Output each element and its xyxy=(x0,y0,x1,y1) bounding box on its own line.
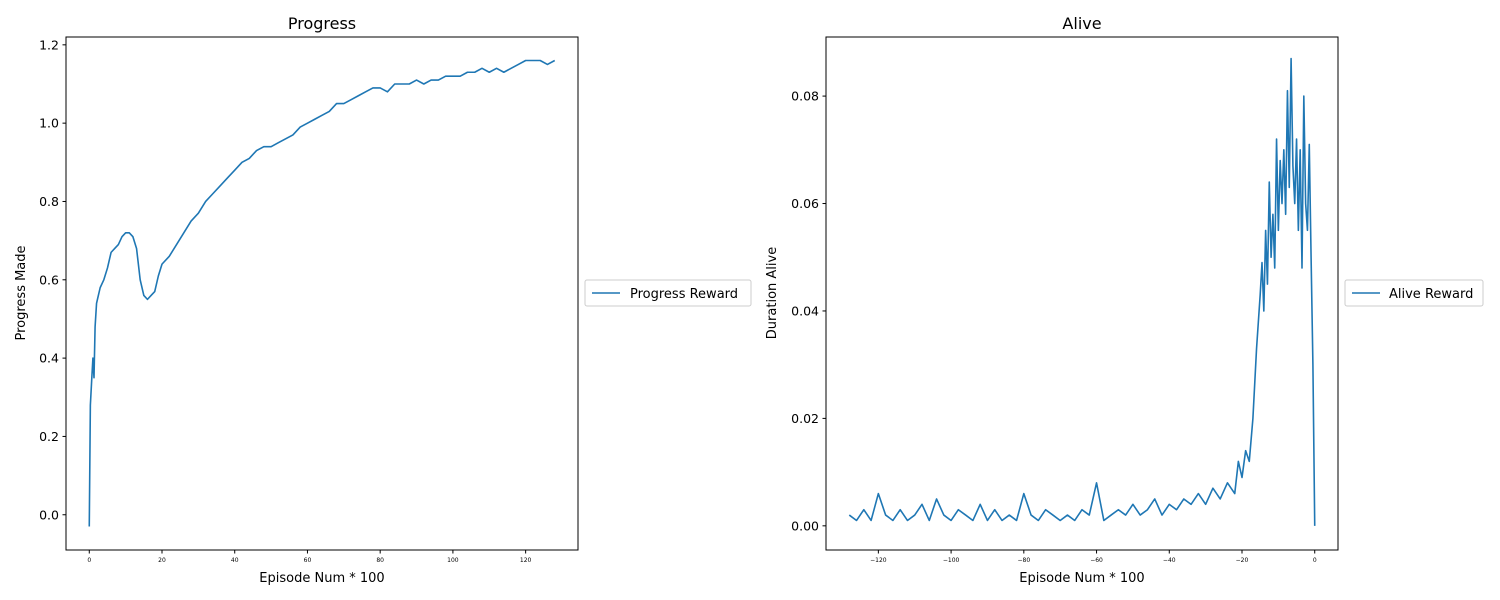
chart-title: Alive xyxy=(1062,14,1101,33)
y-tick-label: 0.06 xyxy=(791,196,819,211)
chart-progress: Progress 0 20 40 60 80 100 120 0.0 0.2 0.4 0.6 0.8… xyxy=(14,14,752,586)
legend-label: Progress Reward xyxy=(630,287,738,302)
series-line xyxy=(848,57,1316,526)
y-axis-label: Duration Alive xyxy=(765,247,780,339)
x-tick-label: 0 xyxy=(87,557,91,564)
y-tick-label: 0.02 xyxy=(791,411,819,426)
chart-alive: Alive −120 −100 −80 −60 −40 −20 0 0.00 0.02 0.04… xyxy=(765,14,1484,586)
y-tick-label: 0.04 xyxy=(791,303,819,318)
x-ticks: 0 20 40 60 80 100 120 xyxy=(87,550,532,564)
x-tick-label: −20 xyxy=(1236,557,1249,564)
plot-area xyxy=(848,57,1316,526)
x-axis-label: Episode Num * 100 xyxy=(259,571,384,586)
x-tick-label: 40 xyxy=(231,557,239,564)
x-tick-label: −80 xyxy=(1017,557,1030,564)
x-tick-label: −100 xyxy=(943,557,960,564)
y-ticks: 0.0 0.2 0.4 0.6 0.8 1.0 1.2 xyxy=(39,37,66,522)
x-tick-label: −120 xyxy=(870,557,887,564)
plot-area xyxy=(88,59,556,527)
legend-box xyxy=(584,279,752,307)
legend-label: Alive Reward xyxy=(1389,287,1473,302)
legend: Progress Reward xyxy=(584,279,752,307)
y-ticks: 0.00 0.02 0.04 0.06 0.08 xyxy=(791,89,826,533)
x-tick-label: 60 xyxy=(304,557,312,564)
y-axis-label: Progress Made xyxy=(14,245,29,340)
x-tick-label: 20 xyxy=(158,557,166,564)
y-tick-label: 1.0 xyxy=(39,116,59,131)
axes-frame xyxy=(65,36,579,551)
y-tick-label: 0.6 xyxy=(39,272,59,287)
x-tick-label: 0 xyxy=(1313,557,1317,564)
y-tick-label: 0.8 xyxy=(39,194,59,209)
x-tick-label: 120 xyxy=(520,557,532,564)
legend: Alive Reward xyxy=(1344,279,1484,307)
x-tick-label: 80 xyxy=(376,557,384,564)
y-tick-label: 1.2 xyxy=(39,37,59,52)
y-tick-label: 0.08 xyxy=(791,89,819,104)
y-tick-label: 0.00 xyxy=(791,518,819,533)
series-line xyxy=(88,59,556,527)
legend-box xyxy=(1344,279,1484,307)
x-tick-label: 100 xyxy=(447,557,459,564)
y-tick-label: 0.2 xyxy=(39,429,59,444)
x-axis-label: Episode Num * 100 xyxy=(1019,571,1144,586)
x-tick-label: −60 xyxy=(1090,557,1103,564)
y-tick-label: 0.0 xyxy=(39,507,59,522)
axes-frame xyxy=(825,36,1339,551)
x-tick-label: −40 xyxy=(1163,557,1176,564)
y-tick-label: 0.4 xyxy=(39,351,59,366)
chart-title: Progress xyxy=(288,14,356,33)
x-ticks: −120 −100 −80 −60 −40 −20 0 xyxy=(870,550,1317,564)
